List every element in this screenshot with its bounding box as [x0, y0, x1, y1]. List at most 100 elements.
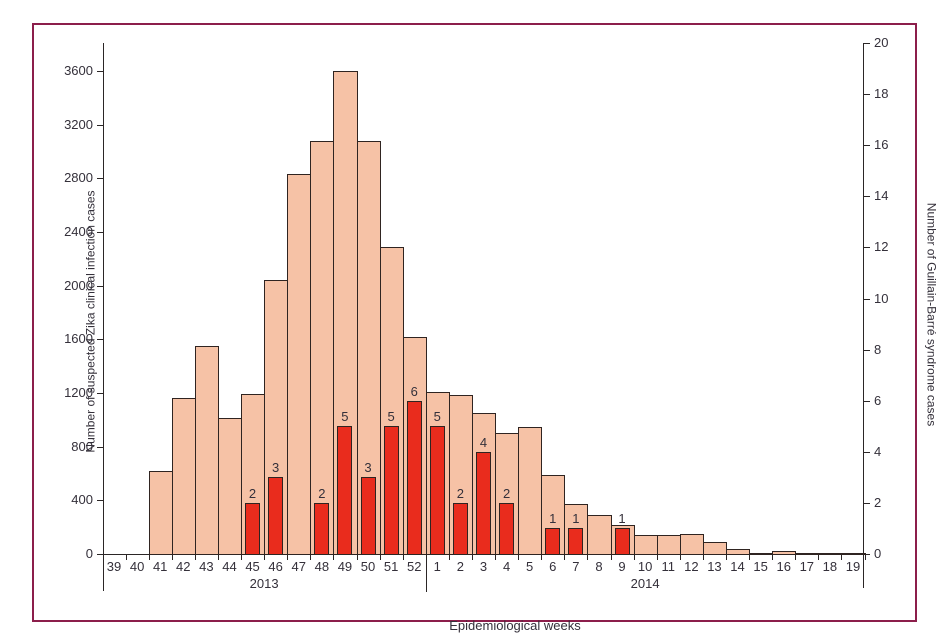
figure-frame: 0 400 800 1200 1600 2000 2400 2800 3200 3600 0 2 4 6 8…	[32, 23, 936, 632]
y-right-tick-label: 4	[874, 443, 882, 459]
x-axis-tick	[333, 554, 335, 560]
x-axis-tick	[772, 554, 774, 560]
zika-bar	[217, 418, 243, 555]
zika-bar	[633, 535, 658, 555]
y-right-tick-label: 8	[874, 341, 882, 357]
x-week-label: 50	[360, 559, 376, 574]
x-axis-tick	[818, 554, 820, 560]
zika-bar	[287, 174, 312, 555]
zika-bar	[171, 398, 196, 555]
y-left-tick-label: 2800	[64, 170, 93, 186]
x-axis-tick	[148, 554, 150, 560]
x-week-label: 2	[456, 559, 464, 574]
x-axis-tick	[471, 554, 473, 560]
y-right-tick	[864, 502, 870, 504]
year-divider-line	[425, 554, 427, 592]
y-left-tick-label: 1200	[64, 385, 93, 400]
x-axis-tick	[241, 554, 243, 560]
gbs-value-label: 1	[572, 511, 580, 527]
zika-bar	[818, 552, 843, 555]
x-week-label: 19	[845, 559, 861, 574]
y-left-tick-label: 3200	[64, 116, 93, 132]
x-week-label: 47	[291, 559, 306, 574]
x-week-label: 44	[222, 559, 237, 574]
y-right-tick-label: 18	[874, 86, 889, 102]
y-left-tick-label: 3600	[64, 63, 93, 78]
x-week-label: 12	[684, 559, 699, 574]
x-week-label: 3	[479, 559, 488, 574]
x-week-label: 39	[106, 559, 122, 574]
y-left-tick	[97, 232, 103, 233]
x-week-label: 49	[337, 559, 353, 574]
x-axis-tick	[194, 554, 196, 560]
gbs-bar	[360, 477, 376, 555]
gbs-bar	[568, 528, 584, 555]
gbs-bar	[452, 502, 468, 555]
zika-bar	[679, 533, 704, 555]
x-axis-tick	[679, 554, 681, 560]
x-week-label: 17	[799, 559, 815, 574]
y-right-tick	[864, 349, 870, 351]
x-week-label: 14	[730, 559, 745, 574]
gbs-bar	[545, 528, 561, 555]
x-axis-tick	[656, 554, 658, 560]
x-axis-tick	[102, 554, 104, 560]
gbs-bar	[268, 477, 284, 555]
x-week-label: 48	[314, 559, 330, 574]
zika-bar	[656, 535, 681, 555]
x-week-label: 42	[176, 559, 191, 574]
x-week-label: 13	[707, 559, 722, 574]
y-axis-label-right: Number of Guillain-Barré syndrome cases	[924, 202, 936, 427]
x-axis-tick	[841, 554, 843, 560]
y-right-tick	[864, 94, 870, 96]
x-week-label: 18	[822, 559, 838, 574]
y-right-tick-label: 14	[874, 188, 889, 204]
zika-bar	[194, 346, 219, 555]
y-right-tick	[864, 451, 870, 453]
y-right-tick-label: 0	[874, 546, 882, 561]
gbs-value-label: 3	[364, 460, 372, 476]
zika-bar	[310, 140, 335, 555]
x-year-label: 2014	[630, 576, 660, 591]
zika-bar	[841, 552, 866, 555]
zika-bar	[726, 548, 751, 555]
x-axis-tick	[795, 554, 797, 560]
y-axis-label-left: Number of suspected Zika clinical infect…	[83, 190, 98, 453]
x-axis-tick	[633, 554, 635, 560]
x-week-label: 45	[245, 559, 260, 574]
gbs-value-label: 2	[502, 485, 511, 501]
gbs-value-label: 1	[618, 511, 626, 527]
zika-bar	[587, 515, 612, 555]
y-axis-line-left	[103, 43, 104, 591]
y-right-tick	[864, 554, 870, 555]
y-left-tick-label: 800	[71, 438, 93, 454]
x-axis-tick	[518, 554, 520, 560]
x-week-label: 15	[753, 559, 768, 574]
y-left-tick	[97, 393, 103, 394]
x-week-label: 11	[661, 559, 675, 574]
y-left-tick-label: 400	[71, 492, 93, 508]
y-right-tick-label: 20	[874, 35, 889, 50]
x-axis-tick	[125, 554, 127, 560]
x-axis-tick	[171, 554, 173, 560]
gbs-bar	[406, 400, 422, 555]
y-right-tick	[864, 400, 870, 402]
y-left-tick	[97, 178, 103, 180]
gbs-value-label: 2	[456, 485, 464, 501]
y-left-tick-label: 2400	[64, 224, 93, 239]
y-right-tick	[864, 298, 870, 300]
x-week-label: 1	[433, 559, 441, 574]
gbs-bar	[314, 502, 330, 555]
x-week-label: 40	[129, 559, 145, 574]
x-week-label: 16	[776, 559, 791, 574]
x-week-label: 8	[595, 559, 603, 574]
y-left-tick	[97, 554, 103, 555]
x-axis-tick	[610, 554, 612, 560]
x-week-label: 9	[618, 559, 626, 574]
zika-bar	[772, 550, 797, 555]
y-left-tick	[97, 124, 103, 126]
zika-bar	[702, 541, 727, 555]
gbs-value-label: 5	[433, 409, 441, 425]
gbs-bar	[337, 426, 353, 555]
